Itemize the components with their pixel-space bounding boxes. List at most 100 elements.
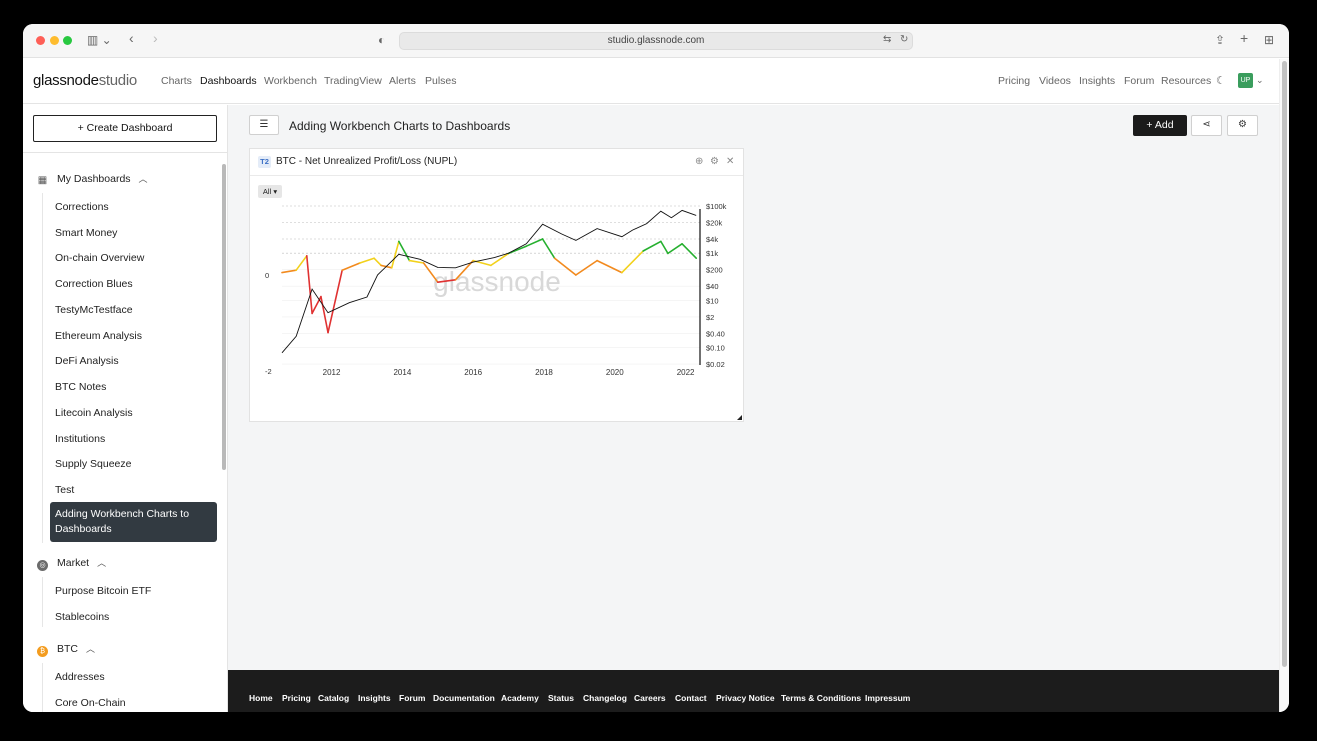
nupl-segment (553, 257, 577, 276)
sidebar-item[interactable]: Stablecoins (55, 611, 110, 623)
resize-handle[interactable] (737, 415, 742, 420)
sidebar-item[interactable]: DeFi Analysis (55, 355, 119, 367)
group-btc[interactable]: ₿ BTC ︿ (37, 642, 95, 657)
footer-link[interactable]: Status (548, 693, 574, 703)
nav-resources[interactable]: Resources (1161, 75, 1212, 87)
create-dashboard-button[interactable]: + Create Dashboard (33, 115, 217, 142)
chevron-up-icon: ︿ (86, 644, 96, 654)
page-scroll-thumb[interactable] (1282, 61, 1287, 667)
footer-link[interactable]: Pricing (282, 693, 311, 703)
y-right-tick: $100k (706, 202, 727, 211)
sidebar-divider (23, 152, 227, 153)
nupl-segment (327, 269, 343, 334)
sidebar-item[interactable]: Core On-Chain (55, 697, 126, 709)
sidebar-tree-line (42, 193, 43, 543)
sidebar-item[interactable]: BTC Notes (55, 381, 107, 393)
footer-link[interactable]: Terms & Conditions (781, 693, 862, 703)
sidebar-item[interactable]: Corrections (55, 201, 109, 213)
group-market[interactable]: ◎ Market ︿ (37, 556, 106, 571)
sidebar-item-active[interactable]: Adding Workbench Charts to Dashboards (50, 502, 217, 542)
reload-icon[interactable]: ↻ (900, 34, 909, 45)
x-tick: 2022 (677, 368, 695, 377)
nav-dashboards[interactable]: Dashboards (200, 75, 257, 87)
y-right-tick: $2 (706, 313, 714, 322)
sidebar-item[interactable]: Ethereum Analysis (55, 330, 142, 342)
nav-forum[interactable]: Forum (1124, 75, 1155, 87)
footer-link[interactable]: Academy (501, 693, 539, 703)
x-tick: 2016 (464, 368, 482, 377)
footer-link[interactable]: Careers (634, 693, 666, 703)
right-y-axis: $100k $20k $4k $1k $200 $40 $10 $2 $0.40 $0.10 $0.… (706, 202, 727, 369)
nav-pulses[interactable]: Pulses (425, 75, 457, 87)
sidebar-item[interactable]: Test (55, 484, 75, 496)
footer-link[interactable]: Insights (358, 693, 391, 703)
footer-link[interactable]: Home (249, 693, 273, 703)
range-dropdown[interactable]: All ▾ (258, 185, 282, 198)
x-tick: 2018 (535, 368, 553, 377)
nupl-segment (422, 262, 439, 283)
user-avatar[interactable]: UP (1238, 73, 1253, 88)
new-tab-icon[interactable]: + (1240, 30, 1249, 46)
footer-link[interactable]: Privacy Notice (716, 693, 775, 703)
dashboard-settings-button[interactable]: ⚙ (1227, 115, 1258, 136)
close-window-button[interactable] (36, 36, 45, 45)
zoom-window-button[interactable] (63, 36, 72, 45)
sidebar-toggle-icon[interactable]: ▥ ⌄ (87, 33, 112, 47)
sidebar-item[interactable]: Institutions (55, 433, 106, 445)
x-tick: 2020 (606, 368, 624, 377)
glassnode-logo[interactable]: glassnodestudio (33, 72, 137, 89)
nav-workbench[interactable]: Workbench (264, 75, 317, 87)
privacy-shield-icon[interactable]: ◐ (378, 33, 386, 47)
sidebar-item[interactable]: Supply Squeeze (55, 458, 132, 470)
nupl-segment (541, 238, 556, 260)
nupl-segment (408, 259, 425, 264)
page-scrollbar[interactable] (1279, 59, 1289, 712)
close-icon[interactable]: ✕ (726, 156, 735, 167)
sidebar-item[interactable]: Addresses (55, 671, 105, 683)
footer-link[interactable]: Contact (675, 693, 707, 703)
share-icon[interactable]: ⇪ (1215, 33, 1226, 47)
toggle-sidebar-button[interactable]: ☰ (249, 115, 279, 135)
sidebar-item[interactable]: On-chain Overview (55, 252, 145, 264)
nav-alerts[interactable]: Alerts (389, 75, 416, 87)
nav-tradingview[interactable]: TradingView (324, 75, 382, 87)
footer-link[interactable]: Impressum (865, 693, 911, 703)
chevron-down-icon[interactable]: ⌄ (1256, 75, 1264, 85)
chart-title[interactable]: BTC - Net Unrealized Profit/Loss (NUPL) (276, 156, 458, 167)
footer-link[interactable]: Forum (399, 693, 426, 703)
zoom-icon[interactable]: ⊕ (695, 156, 704, 167)
nav-videos[interactable]: Videos (1039, 75, 1071, 87)
nupl-segment (596, 259, 623, 274)
footer-link[interactable]: Changelog (583, 693, 627, 703)
sidebar-item[interactable]: TestyMcTestface (55, 304, 133, 316)
dark-mode-icon[interactable]: ☾ (1216, 75, 1226, 87)
nupl-segment (359, 257, 375, 264)
nav-pricing[interactable]: Pricing (998, 75, 1031, 87)
nupl-segment (642, 240, 662, 252)
footer-link[interactable]: Documentation (433, 693, 495, 703)
nupl-segment (660, 240, 669, 255)
translate-icon[interactable]: ⇆ (883, 34, 892, 45)
chart-watermark: glassnode (433, 266, 561, 297)
sidebar-item[interactable]: Purpose Bitcoin ETF (55, 585, 152, 597)
sidebar-item[interactable]: Correction Blues (55, 278, 133, 290)
gear-icon[interactable]: ⚙ (710, 156, 719, 167)
sidebar-item[interactable]: Litecoin Analysis (55, 407, 133, 419)
chart-grid (282, 205, 700, 365)
nupl-chart[interactable]: glassnode 2012 2014 2016 2018 2020 2022 0 -2 $… (250, 199, 743, 394)
footer-link[interactable]: Catalog (318, 693, 350, 703)
gear-icon: ⚙ (1238, 119, 1247, 130)
share-dashboard-button[interactable]: ⋖ (1191, 115, 1222, 136)
address-bar[interactable]: studio.glassnode.com (399, 32, 913, 50)
back-icon[interactable]: ‹ (129, 30, 134, 46)
nupl-segment (295, 254, 308, 271)
sidebar-scrollbar[interactable] (222, 164, 226, 470)
nav-insights[interactable]: Insights (1079, 75, 1116, 87)
forward-icon[interactable]: › (153, 30, 158, 46)
tab-overview-icon[interactable]: ⊞ (1264, 33, 1275, 47)
minimize-window-button[interactable] (50, 36, 59, 45)
group-my-dashboards[interactable]: ▦ My Dashboards ︿ (37, 173, 148, 186)
add-button[interactable]: + Add (1133, 115, 1187, 136)
sidebar-item[interactable]: Smart Money (55, 227, 118, 239)
nav-charts[interactable]: Charts (161, 75, 192, 87)
